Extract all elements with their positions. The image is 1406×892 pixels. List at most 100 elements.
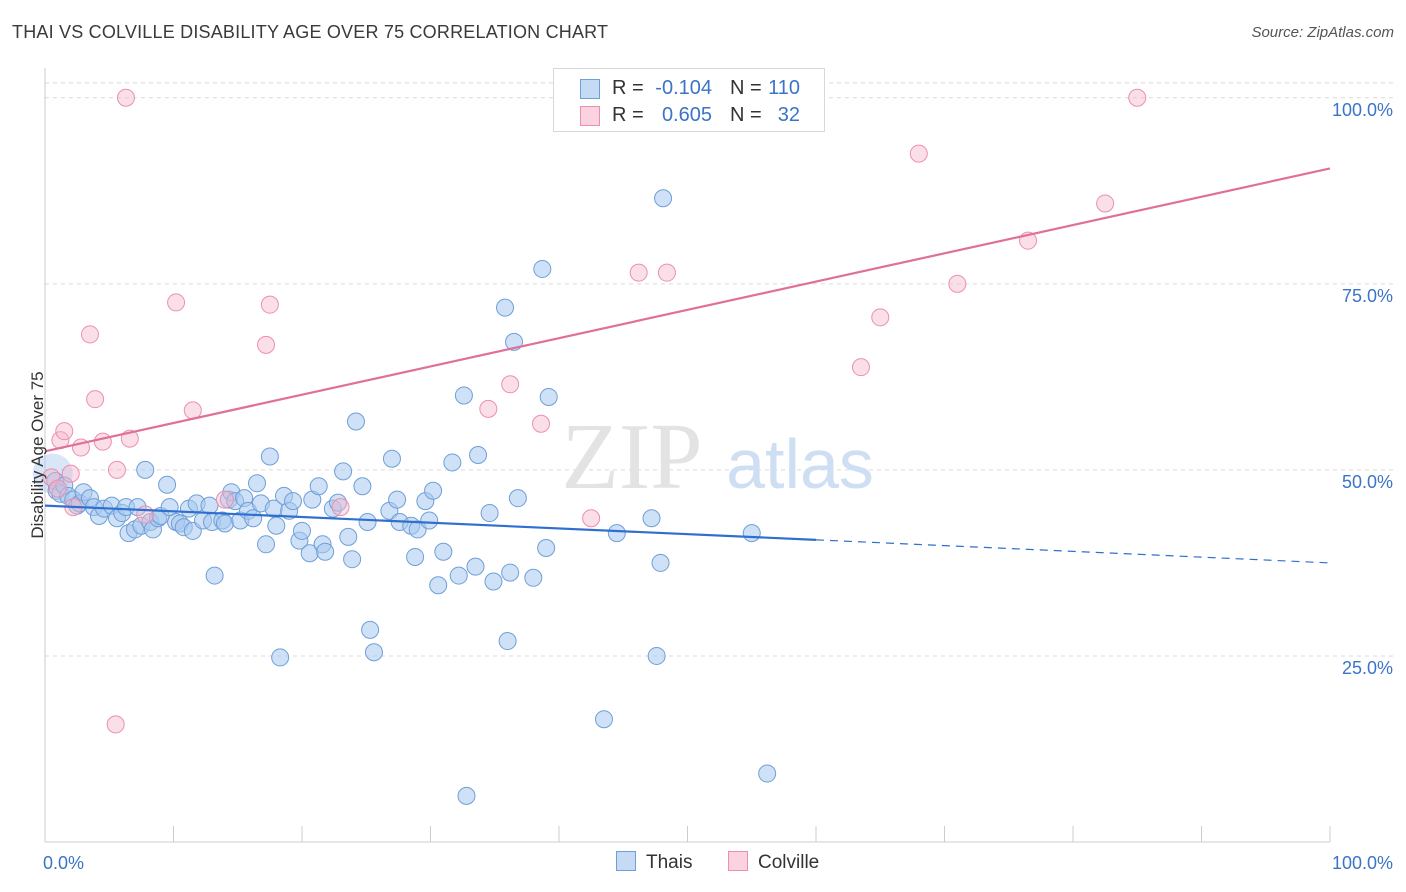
thais-point	[758, 764, 777, 783]
legend-n-value: 110	[768, 77, 800, 99]
legend-r-value: -0.104	[655, 77, 712, 99]
thais-point	[260, 447, 279, 466]
y-tick-label: 100.0%	[1332, 100, 1393, 120]
thais-point	[539, 387, 558, 406]
tick-labels: 25.0% 50.0% 75.0% 100.0% 0.0% 100.0%	[43, 100, 1393, 873]
colville-point	[1128, 88, 1147, 107]
thais-point	[267, 516, 286, 535]
thais-point	[334, 462, 353, 481]
thais-point	[364, 643, 383, 662]
grid-lines	[45, 82, 1395, 657]
watermark-zip: ZIP	[562, 405, 703, 509]
thais-point	[537, 539, 556, 558]
thais-point	[424, 481, 443, 500]
thais-point	[480, 504, 499, 523]
colville-points	[42, 88, 1147, 734]
thais-point	[484, 572, 503, 591]
thais-point	[316, 542, 335, 561]
legend-swatch-thais	[616, 851, 636, 871]
colville-point	[183, 401, 202, 420]
thais-point	[361, 620, 380, 639]
thais-point	[742, 524, 761, 543]
thais-point	[128, 498, 147, 517]
colville-point	[80, 325, 99, 344]
chart-title: THAI VS COLVILLE DISABILITY AGE OVER 75 …	[12, 22, 609, 42]
thais-point	[466, 557, 485, 576]
thais-point	[388, 490, 407, 509]
legend-swatch-thais	[580, 79, 600, 99]
thais-point	[434, 542, 453, 561]
colville-point	[948, 274, 967, 293]
source-label: Source: ZipAtlas.com	[1251, 24, 1394, 41]
legend-item-thais: Thais	[616, 851, 692, 874]
colville-point	[55, 422, 74, 441]
colville-point	[167, 293, 186, 312]
thais-point	[244, 509, 263, 528]
legend-n-label: N =	[730, 77, 762, 99]
thais-trend-line	[44, 504, 817, 541]
legend-r-label: R =	[612, 104, 644, 126]
thais-point	[136, 460, 155, 479]
colville-point	[61, 464, 80, 483]
thais-point	[382, 449, 401, 468]
colville-point	[107, 460, 126, 479]
thais-point	[158, 475, 177, 494]
colville-point	[871, 308, 890, 327]
thais-point	[469, 446, 488, 464]
thais-point	[642, 509, 661, 528]
colville-point	[532, 414, 551, 433]
trend-lines	[44, 167, 1331, 564]
thais-point	[501, 563, 520, 582]
thais-point	[284, 492, 303, 511]
colville-point	[106, 715, 125, 734]
colville-point	[257, 335, 276, 354]
thais-point	[449, 566, 468, 585]
thais-point	[358, 512, 377, 531]
colville-point	[93, 432, 112, 451]
thais-point	[454, 386, 473, 405]
colville-point	[215, 490, 234, 509]
thais-point	[339, 527, 358, 546]
y-tick-label: 75.0%	[1342, 286, 1393, 306]
y-tick-label: 25.0%	[1342, 658, 1393, 678]
thais-point	[533, 259, 552, 278]
thais-point	[607, 524, 626, 543]
thais-point	[248, 474, 267, 493]
legend-r-label: R =	[612, 77, 644, 99]
colville-point	[501, 375, 520, 394]
colville-point	[86, 390, 105, 409]
legend-n-label: N =	[730, 104, 762, 126]
axes	[44, 68, 1331, 843]
colville-point	[331, 498, 350, 517]
y-tick-label: 50.0%	[1342, 472, 1393, 492]
colville-point	[260, 295, 279, 314]
colville-point	[851, 358, 870, 377]
thais-point	[594, 710, 613, 729]
legend-label-colville: Colville	[758, 852, 820, 873]
colville-point	[48, 479, 67, 498]
colville-point	[1096, 194, 1115, 213]
thais-point	[293, 521, 311, 540]
legend-swatch-colville	[728, 851, 748, 871]
colville-point	[116, 88, 135, 107]
colville-point	[479, 399, 498, 418]
correlation-legend: R = -0.104 N = 110 R = 0.605 N = 32	[553, 68, 825, 132]
colville-point	[629, 263, 648, 282]
thais-point	[508, 489, 527, 508]
legend-row-thais: R = -0.104 N = 110	[554, 75, 824, 101]
colville-point	[909, 144, 928, 163]
colville-point	[136, 505, 155, 524]
thais-point	[524, 568, 543, 587]
thais-point	[498, 632, 517, 651]
legend-n-value: 32	[777, 104, 800, 126]
thais-point	[205, 566, 224, 585]
x-tick-label: 100.0%	[1332, 853, 1393, 873]
legend-item-colville: Colville	[728, 851, 819, 874]
thais-point	[654, 189, 673, 208]
watermark-atlas: atlas	[726, 425, 874, 503]
legend-label-thais: Thais	[646, 852, 693, 873]
thais-point	[651, 553, 670, 572]
thais-point	[271, 648, 290, 667]
thais-point	[215, 514, 234, 533]
